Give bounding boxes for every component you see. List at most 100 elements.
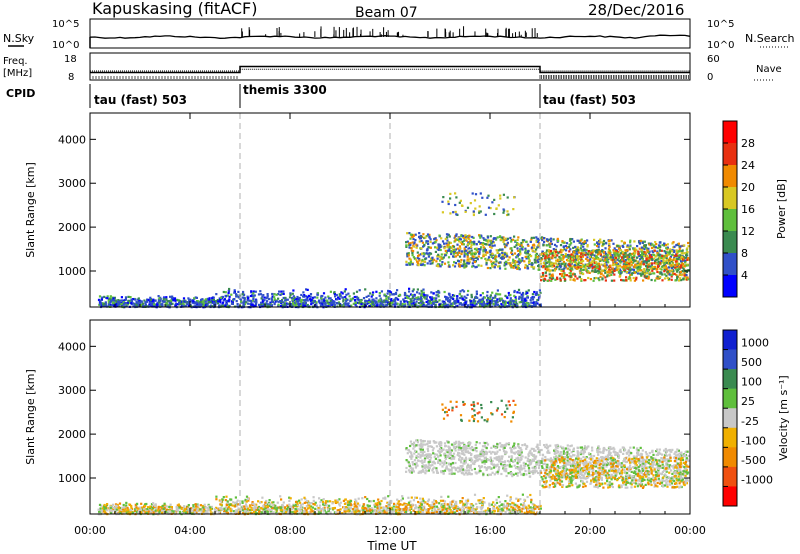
scatter-cell xyxy=(620,240,623,243)
scatter-cell xyxy=(576,252,579,255)
scatter-cell xyxy=(309,295,312,298)
freq-strip: Freq. [MHz] 18 8 60 0 Nave xyxy=(3,52,782,83)
scatter-cell xyxy=(431,256,434,260)
scatter-cell xyxy=(378,304,381,307)
scatter-cell xyxy=(648,273,651,276)
scatter-cell xyxy=(407,244,410,247)
scatter-cell xyxy=(246,297,250,300)
scatter-cell xyxy=(539,259,542,262)
scatter-cell xyxy=(556,254,559,257)
scatter-cell xyxy=(227,505,230,509)
scatter-cell xyxy=(281,503,284,507)
scatter-cell xyxy=(499,261,502,264)
scatter-cell xyxy=(430,304,433,307)
scatter-cell xyxy=(480,301,483,305)
scatter-cell xyxy=(620,260,623,263)
scatter-cell xyxy=(440,303,443,306)
scatter-cell xyxy=(656,246,660,250)
scatter-cell xyxy=(486,236,490,239)
scatter-cell xyxy=(108,298,111,301)
scatter-cell xyxy=(419,511,422,514)
scatter-cell xyxy=(654,279,657,282)
scatter-cell xyxy=(313,296,316,299)
scatter-cell xyxy=(622,251,625,254)
scatter-cell xyxy=(126,301,130,305)
scatter-cell xyxy=(575,263,578,266)
scatter-cell xyxy=(641,257,644,260)
scatter-cell xyxy=(516,255,519,258)
scatter-cell xyxy=(676,277,679,280)
scatter-cell xyxy=(571,256,574,259)
scatter-cell xyxy=(672,269,675,272)
scatter-cell xyxy=(453,236,456,239)
scatter-cell xyxy=(449,212,452,215)
scatter-cell xyxy=(518,258,521,261)
scatter-cell xyxy=(479,192,482,195)
scatter-cell xyxy=(412,237,415,241)
scatter-cell xyxy=(530,255,533,258)
scatter-cell xyxy=(526,250,529,253)
scatter-cell xyxy=(548,245,551,248)
scatter-cell xyxy=(500,302,503,306)
scatter-cell xyxy=(687,245,690,248)
scatter-cell xyxy=(421,252,424,255)
scatter-cell xyxy=(455,196,458,199)
scatter-cell xyxy=(295,302,298,306)
scatter-cell xyxy=(182,297,186,300)
scatter-cell xyxy=(257,293,261,296)
scatter-cell xyxy=(434,240,437,244)
scatter-cell xyxy=(427,242,430,246)
scatter-cell xyxy=(458,245,461,248)
scatter-cell xyxy=(674,263,677,267)
scatter-cell xyxy=(443,262,447,265)
scatter-cell xyxy=(631,256,634,260)
scatter-cell xyxy=(403,294,406,297)
scatter-cell xyxy=(470,246,473,249)
scatter-cell xyxy=(392,303,395,306)
scatter-cell xyxy=(424,295,427,298)
scatter-cell xyxy=(559,257,562,260)
scatter-cell xyxy=(582,242,585,245)
scatter-cell xyxy=(679,254,682,257)
scatter-cell xyxy=(255,299,258,302)
scatter-cell xyxy=(470,506,473,509)
scatter-cell xyxy=(416,288,419,291)
scatter-cell xyxy=(286,303,289,306)
scatter-cell xyxy=(441,300,444,303)
scatter-cell xyxy=(252,297,255,300)
scatter-cell xyxy=(376,302,379,305)
scatter-cell xyxy=(483,247,486,250)
scatter-cell xyxy=(210,299,213,302)
scatter-cell xyxy=(262,512,265,515)
scatter-cell xyxy=(211,305,214,308)
scatter-cell xyxy=(601,244,604,247)
scatter-cell xyxy=(410,299,413,302)
scatter-cell xyxy=(446,303,449,306)
scatter-cell xyxy=(423,253,426,256)
scatter-cell xyxy=(425,240,428,243)
scatter-cell xyxy=(435,239,438,242)
scatter-cell xyxy=(412,305,415,308)
scatter-cell xyxy=(536,237,540,240)
scatter-cell xyxy=(206,511,209,515)
scatter-cell xyxy=(420,300,423,303)
scatter-cell xyxy=(658,241,661,244)
scatter-cell xyxy=(312,299,315,302)
scatter-cell xyxy=(315,302,318,305)
scatter-cell xyxy=(541,258,544,261)
scatter-cell xyxy=(683,257,686,260)
scatter-cell xyxy=(509,236,512,240)
scatter-cell xyxy=(356,301,359,304)
scatter-cell xyxy=(202,305,205,308)
scatter-cell xyxy=(582,268,585,271)
scatter-cell xyxy=(485,263,488,266)
scatter-cell xyxy=(408,503,411,506)
scatter-cell xyxy=(457,260,460,263)
scatter-cell xyxy=(440,257,443,260)
scatter-cell xyxy=(303,294,306,297)
scatter-cell xyxy=(549,263,552,266)
scatter-cell xyxy=(293,301,296,304)
scatter-cell xyxy=(663,242,666,245)
scatter-cell xyxy=(470,241,473,244)
scatter-cell xyxy=(644,252,647,255)
